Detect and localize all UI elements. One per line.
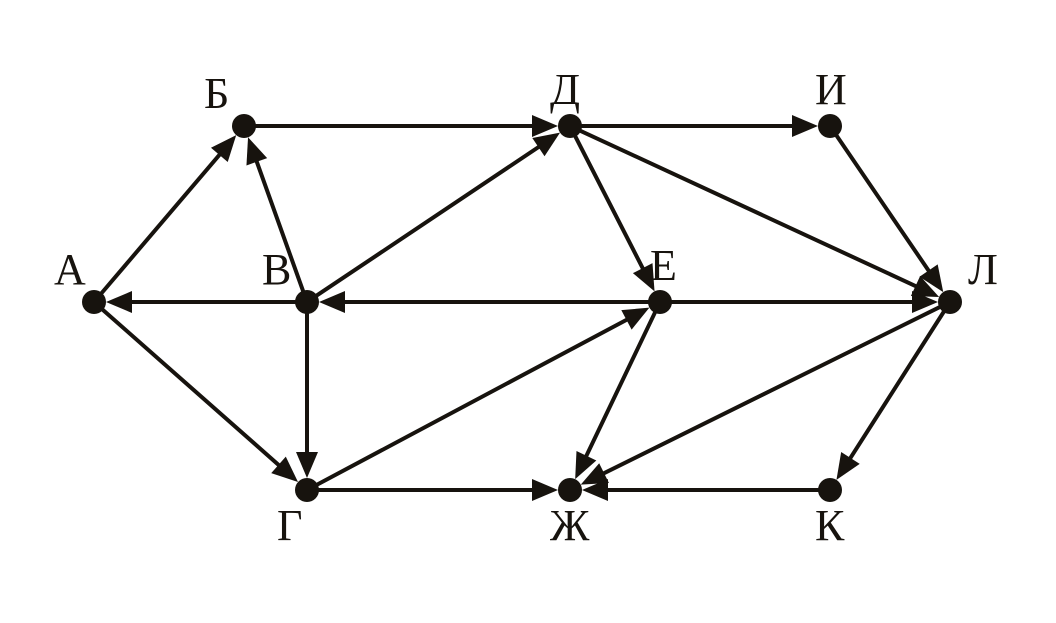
node-label: Ж [550, 501, 590, 550]
node-label: Е [650, 241, 677, 290]
arrowhead-icon [319, 291, 345, 313]
graph-node [295, 290, 319, 314]
arrowhead-icon [106, 291, 132, 313]
labels-layer: А Б В Г Д Е Ж И К Л [54, 65, 998, 550]
graph-node [818, 114, 842, 138]
arrowhead-icon [532, 115, 558, 137]
edge [850, 312, 943, 458]
node-label: Д [550, 65, 580, 114]
edge [102, 155, 220, 293]
edge [103, 310, 279, 465]
edge [317, 147, 538, 295]
graph-node [818, 478, 842, 502]
edge [837, 136, 929, 271]
arrowhead-icon [836, 452, 859, 480]
nodes-layer [82, 114, 962, 502]
arrowhead-icon [246, 137, 267, 165]
node-label: Л [968, 245, 998, 294]
graph-node [558, 478, 582, 502]
edge [581, 131, 916, 286]
arrowhead-icon [532, 133, 560, 157]
graph-node [648, 290, 672, 314]
arrowhead-icon [792, 115, 818, 137]
graph-node [295, 478, 319, 502]
node-label: В [262, 245, 291, 294]
directed-graph: А Б В Г Д Е Ж И К Л [0, 0, 1056, 623]
arrowhead-icon [532, 479, 558, 501]
edges-layer [102, 115, 944, 501]
node-label: И [815, 65, 847, 114]
graph-node [558, 114, 582, 138]
node-label: К [815, 501, 845, 550]
node-label: А [54, 245, 86, 294]
graph-node [938, 290, 962, 314]
graph-node [232, 114, 256, 138]
edge [604, 307, 939, 473]
arrowhead-icon [296, 452, 318, 478]
node-label: Б [204, 69, 229, 118]
node-label: Г [277, 501, 302, 550]
